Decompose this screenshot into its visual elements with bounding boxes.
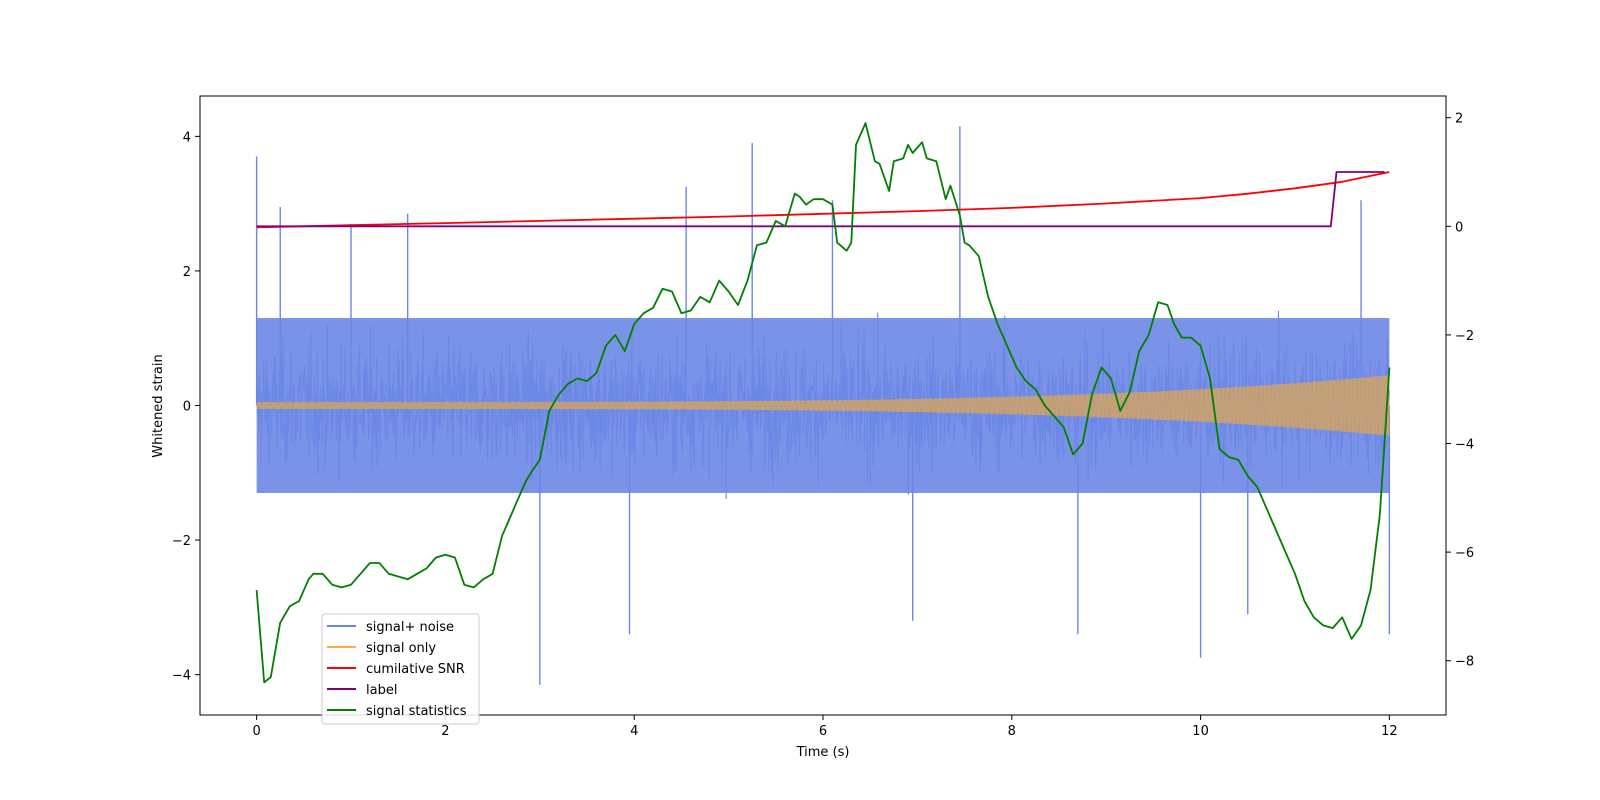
x-tick-label: 6 [819,724,827,739]
x-tick-label: 4 [630,724,638,739]
y2-tick-label: −2 [1455,329,1474,344]
y-axis-label: Whitened strain [151,354,166,457]
series-signal-only [256,375,1390,436]
y-tick-label: −4 [172,669,191,684]
signal-only-envelope [256,375,1390,436]
legend-label-label: label [366,683,397,698]
y2-tick-label: 0 [1455,220,1463,235]
legend: signal+ noise signal only cumilative SNR… [321,613,480,725]
label-line [256,171,1385,228]
y-tick-label: 0 [183,400,191,415]
x-tick-label: 2 [441,724,449,739]
y2-tick-label: −6 [1455,546,1474,561]
y-tick-label: 2 [183,265,191,280]
x-tick-label: 8 [1008,724,1016,739]
legend-label-signal-noise: signal+ noise [366,620,454,635]
cumulative-snr-line [256,171,1390,229]
y-tick-label: −2 [172,534,191,549]
y2-tick-label: 2 [1455,112,1463,127]
x-tick-label: 10 [1192,724,1209,739]
x-axis-label: Time (s) [796,745,850,760]
legend-label-cumulative-snr: cumilative SNR [366,662,465,677]
x-axis: 0 2 4 6 8 10 12 [252,715,1398,739]
y2-tick-label: −8 [1455,655,1474,670]
legend-label-signal-statistics: signal statistics [366,704,467,719]
series-cumulative-snr [256,171,1390,229]
series-signal-statistics [255,122,1391,684]
y2-tick-label: −4 [1455,438,1474,453]
series-label [256,171,1385,228]
legend-box [321,613,480,725]
y-axis-left: −4 −2 0 2 4 [172,130,200,684]
y-tick-label: 4 [183,130,191,145]
signal-statistics-line [255,122,1391,684]
x-tick-label: 0 [252,724,260,739]
y-axis-right: −8 −6 −4 −2 0 2 [1446,112,1474,670]
x-tick-label: 12 [1381,724,1398,739]
legend-label-signal-only: signal only [366,641,436,656]
